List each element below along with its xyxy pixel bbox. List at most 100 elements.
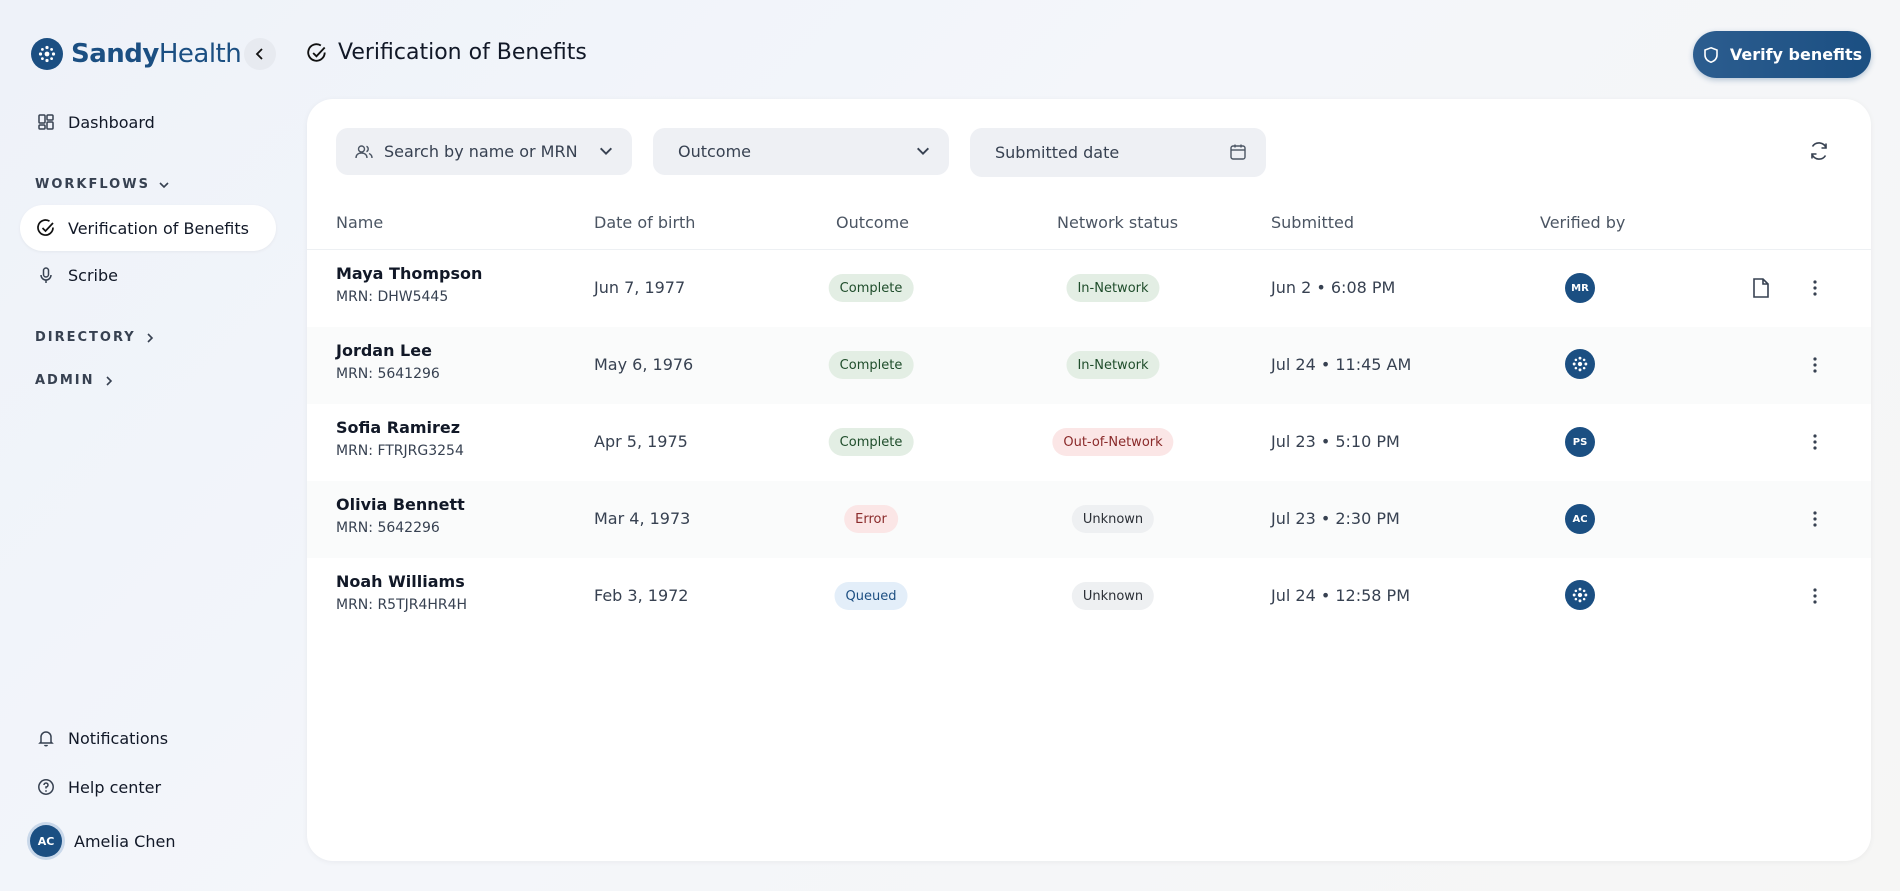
search-input[interactable]: Search by name or MRN [336,128,632,175]
dob-cell: Feb 3, 1972 [594,586,689,605]
network-badge: Unknown [1071,582,1155,610]
chevron-down-icon [917,147,929,155]
patient-name: Jordan Lee [336,341,432,360]
outcome-select[interactable]: Outcome [653,128,949,175]
sidebar-section-workflows[interactable]: WORKFLOWS [35,177,170,192]
sidebar-section-directory[interactable]: DIRECTORY [35,330,156,345]
row-menu-button[interactable] [1805,505,1825,533]
sidebar-item-scribe[interactable]: Scribe [20,252,276,298]
sidebar-item-dashboard[interactable]: Dashboard [20,99,276,145]
patient-cell: Noah Williams MRN: R5TJR4HR4H [336,572,467,613]
sidebar-item-label: Help center [68,777,162,797]
outcome-badge: Queued [834,582,908,610]
outcome-badge: Complete [828,351,914,379]
outcome-badge: Error [844,505,898,533]
verified-by-avatar: PS [1565,427,1595,457]
table-row[interactable]: Olivia Bennett MRN: 5642296 Mar 4, 1973 … [307,481,1871,558]
user-name: Amelia Chen [74,831,176,851]
patient-mrn: MRN: 5641296 [336,366,440,382]
more-vertical-icon [1813,511,1817,527]
sidebar-item-verification-of-benefits[interactable]: Verification of Benefits [20,205,276,251]
sidebar-item-help-center[interactable]: Help center [20,764,276,810]
document-icon[interactable] [1749,276,1773,300]
chevron-left-icon [255,48,263,60]
dob-cell: Mar 4, 1973 [594,509,691,528]
more-vertical-icon [1813,588,1817,604]
table-row[interactable]: Maya Thompson MRN: DHW5445 Jun 7, 1977 C… [307,250,1871,327]
sidebar-item-notifications[interactable]: Notifications [20,715,276,761]
calendar-icon [1230,144,1246,160]
help-circle-icon [36,777,56,797]
table-row[interactable]: Noah Williams MRN: R5TJR4HR4H Feb 3, 197… [307,558,1871,635]
patient-cell: Jordan Lee MRN: 5641296 [336,341,440,382]
column-header-verified-by[interactable]: Verified by [1540,213,1626,232]
sidebar-item-label: Scribe [68,265,118,285]
patient-cell: Maya Thompson MRN: DHW5445 [336,264,482,305]
outcome-badge: Complete [828,274,914,302]
sidebar-item-label: Dashboard [68,112,155,132]
column-header-submitted[interactable]: Submitted [1271,213,1355,232]
verified-by-avatar: AC [1565,504,1595,534]
row-menu-button[interactable] [1805,582,1825,610]
shield-icon [1704,46,1718,63]
patient-mrn: MRN: FTRJRG3254 [336,443,464,459]
microphone-icon [36,265,56,285]
row-menu-button[interactable] [1805,351,1825,379]
patient-name: Sofia Ramirez [336,418,461,437]
dob-cell: Apr 5, 1975 [594,432,688,451]
dob-cell: May 6, 1976 [594,355,694,374]
avatar: AC [30,825,62,857]
sidebar-item-label: Verification of Benefits [68,218,249,238]
outcome-select-value: Outcome [678,142,752,161]
submitted-cell: Jul 23 • 5:10 PM [1271,432,1400,451]
sandy-logo-icon [31,38,63,70]
column-header-dob[interactable]: Date of birth [594,213,696,232]
row-menu-button[interactable] [1805,428,1825,456]
table-row[interactable]: Jordan Lee MRN: 5641296 May 6, 1976 Comp… [307,327,1871,404]
verify-benefits-label: Verify benefits [1729,45,1863,64]
submitted-cell: Jul 24 • 11:45 AM [1271,355,1412,374]
patient-cell: Olivia Bennett MRN: 5642296 [336,495,465,536]
section-label: ADMIN [35,373,95,388]
table-row[interactable]: Sofia Ramirez MRN: FTRJRG3254 Apr 5, 197… [307,404,1871,481]
sandy-logo-icon [1565,580,1595,610]
verify-benefits-button[interactable]: Verify benefits [1693,31,1871,78]
patient-mrn: MRN: DHW5445 [336,289,449,305]
submitted-date-placeholder: Submitted date [995,143,1120,162]
search-placeholder: Search by name or MRN [384,142,578,161]
submitted-cell: Jun 2 • 6:08 PM [1271,278,1396,297]
page-title: Verification of Benefits [306,40,587,65]
page-title-text: Verification of Benefits [338,40,587,65]
header-divider [307,249,1871,250]
patient-name: Olivia Bennett [336,495,465,514]
submitted-cell: Jul 23 • 2:30 PM [1271,509,1400,528]
sidebar-section-admin[interactable]: ADMIN [35,373,115,388]
collapse-sidebar-button[interactable] [244,38,276,70]
verified-by-avatar: MR [1565,273,1595,303]
brand-name: SandyHealth [71,39,242,69]
more-vertical-icon [1813,280,1817,296]
network-badge: In-Network [1066,274,1160,302]
dashboard-icon [36,112,56,132]
bell-icon [36,728,56,748]
column-header-outcome[interactable]: Outcome [836,213,910,232]
patient-mrn: MRN: 5642296 [336,520,440,536]
chevron-right-icon [105,375,112,386]
column-header-network-status[interactable]: Network status [1057,213,1179,232]
network-badge: In-Network [1066,351,1160,379]
section-label: DIRECTORY [35,330,136,345]
row-menu-button[interactable] [1805,274,1825,302]
more-vertical-icon [1813,434,1817,450]
column-header-name[interactable]: Name [336,213,384,232]
chevron-right-icon [147,332,153,343]
outcome-badge: Complete [828,428,914,456]
submitted-date-picker[interactable]: Submitted date [970,128,1266,177]
submitted-cell: Jul 24 • 12:58 PM [1271,586,1411,605]
sidebar-item-label: Notifications [68,728,169,748]
user-profile[interactable]: AC Amelia Chen [30,825,175,857]
chevron-down-icon [159,181,169,188]
chevron-down-icon [600,147,612,155]
refresh-icon[interactable] [1807,139,1831,163]
patient-cell: Sofia Ramirez MRN: FTRJRG3254 [336,418,464,459]
brand-logo[interactable]: SandyHealth [31,38,242,70]
